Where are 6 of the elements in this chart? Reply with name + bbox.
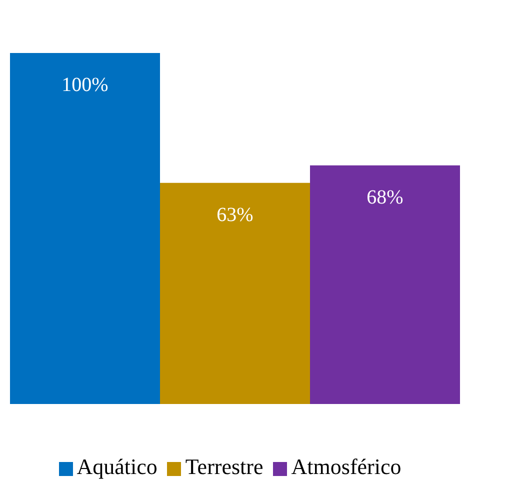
legend-label: Atmosférico — [291, 454, 402, 479]
legend-label: Terrestre — [185, 454, 264, 479]
legend-label: Aquático — [76, 454, 158, 479]
data-label: 63% — [216, 204, 254, 226]
data-label: 68% — [366, 186, 404, 208]
data-label: 100% — [62, 74, 108, 96]
